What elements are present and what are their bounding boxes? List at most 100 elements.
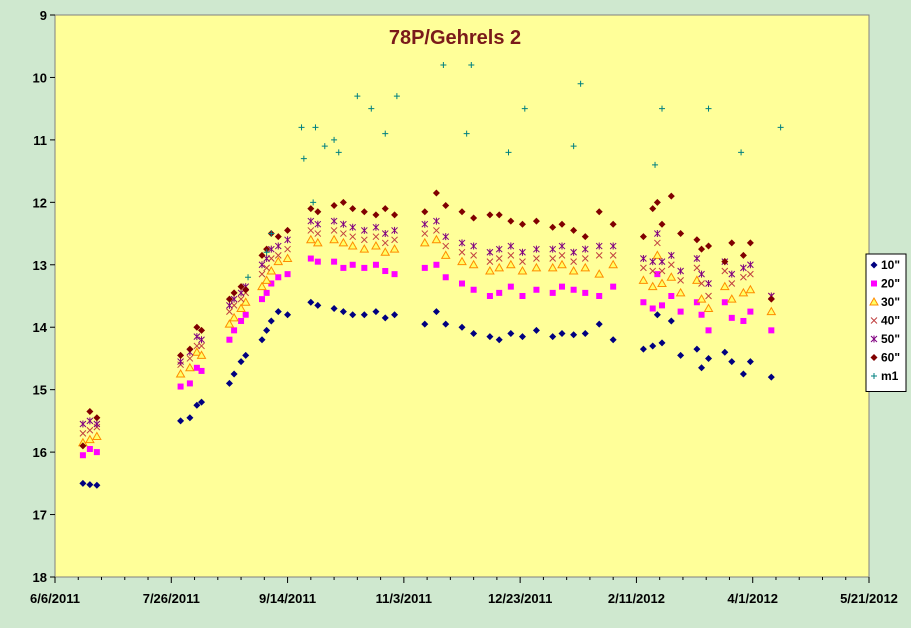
- data-point: [519, 248, 526, 256]
- data-point: [421, 264, 428, 271]
- data-point: [349, 233, 357, 241]
- data-point: [442, 320, 450, 328]
- y-tick-label: 16: [33, 445, 47, 460]
- data-point: [705, 354, 713, 362]
- data-point: [703, 303, 714, 312]
- data-point: [581, 233, 589, 241]
- plot-area: [54, 14, 870, 578]
- data-point: [693, 236, 701, 244]
- data-point: [677, 230, 685, 238]
- data-point: [198, 326, 206, 334]
- data-point: [419, 237, 430, 247]
- data-point: [486, 293, 493, 299]
- data-point: [740, 317, 747, 324]
- x-tick-label: 9/14/2011: [259, 591, 316, 606]
- data-point: [728, 314, 735, 321]
- data-point: [692, 275, 702, 284]
- data-point: [728, 239, 736, 247]
- data-point: [273, 256, 284, 266]
- y-tick-label: 18: [33, 570, 47, 585]
- data-point: [263, 245, 271, 253]
- data-point: [698, 245, 706, 253]
- data-point: [698, 311, 705, 318]
- data-point: [767, 295, 775, 303]
- data-point: [331, 258, 338, 265]
- data-point: [768, 327, 775, 334]
- data-point: [335, 149, 342, 156]
- data-point: [198, 398, 206, 406]
- data-point: [496, 289, 503, 296]
- x-tick-label: 6/6/2011: [30, 591, 80, 606]
- x-tick-label: 5/21/2012: [840, 591, 898, 606]
- data-point: [238, 317, 245, 324]
- data-point: [284, 311, 292, 319]
- data-point: [740, 273, 747, 281]
- data-point: [349, 311, 357, 319]
- data-point: [93, 420, 101, 428]
- data-point: [391, 236, 398, 244]
- data-point: [721, 299, 728, 306]
- data-point: [312, 124, 319, 131]
- data-point: [307, 205, 315, 213]
- data-point: [549, 289, 556, 296]
- data-point: [347, 241, 358, 250]
- data-point: [382, 130, 389, 137]
- data-point: [421, 220, 429, 228]
- data-point: [192, 347, 202, 356]
- data-point: [581, 245, 589, 253]
- y-tick-label: 9: [40, 8, 47, 23]
- data-point: [486, 248, 494, 256]
- data-point: [330, 217, 338, 225]
- data-point: [740, 264, 747, 272]
- data-point: [85, 434, 95, 444]
- data-point: [312, 237, 323, 247]
- data-point: [389, 244, 400, 253]
- data-point: [93, 414, 101, 422]
- data-point: [186, 380, 193, 387]
- data-point: [659, 302, 666, 309]
- data-point: [558, 329, 566, 337]
- data-point: [610, 283, 617, 290]
- data-point: [570, 248, 577, 256]
- data-point: [728, 358, 736, 366]
- data-point: [196, 350, 207, 359]
- data-point: [258, 251, 266, 259]
- data-point: [658, 258, 666, 266]
- data-point: [245, 274, 252, 281]
- data-point: [519, 258, 526, 266]
- data-point: [329, 234, 339, 244]
- data-point: [268, 280, 275, 287]
- data-point: [263, 264, 270, 272]
- data-point: [340, 230, 347, 237]
- data-point: [747, 308, 754, 315]
- data-point: [457, 256, 467, 266]
- data-point: [728, 270, 736, 278]
- data-point: [649, 342, 657, 350]
- data-point: [433, 261, 440, 268]
- data-point: [330, 227, 338, 234]
- legend-label: 40": [881, 314, 900, 328]
- data-point: [728, 280, 736, 287]
- data-point: [79, 452, 86, 459]
- data-point: [231, 327, 238, 334]
- legend-entry: 10": [870, 258, 900, 272]
- y-tick-label: 15: [33, 383, 47, 398]
- x-tick-label: 4/1/2012: [727, 591, 778, 606]
- data-point: [767, 373, 775, 381]
- data-point: [507, 217, 515, 225]
- data-point: [533, 286, 540, 293]
- data-point: [581, 329, 589, 337]
- chart-title: 78P/Gehrels 2: [389, 27, 521, 49]
- data-point: [470, 242, 477, 250]
- data-point: [582, 289, 589, 296]
- data-point: [667, 261, 675, 269]
- data-point: [177, 358, 184, 366]
- legend-entry: 50": [870, 332, 900, 346]
- legend-entry: m1: [871, 369, 899, 383]
- data-point: [261, 275, 272, 284]
- legend-marker: [871, 373, 877, 379]
- data-point: [237, 289, 245, 297]
- data-point: [193, 333, 201, 341]
- data-point: [652, 250, 663, 259]
